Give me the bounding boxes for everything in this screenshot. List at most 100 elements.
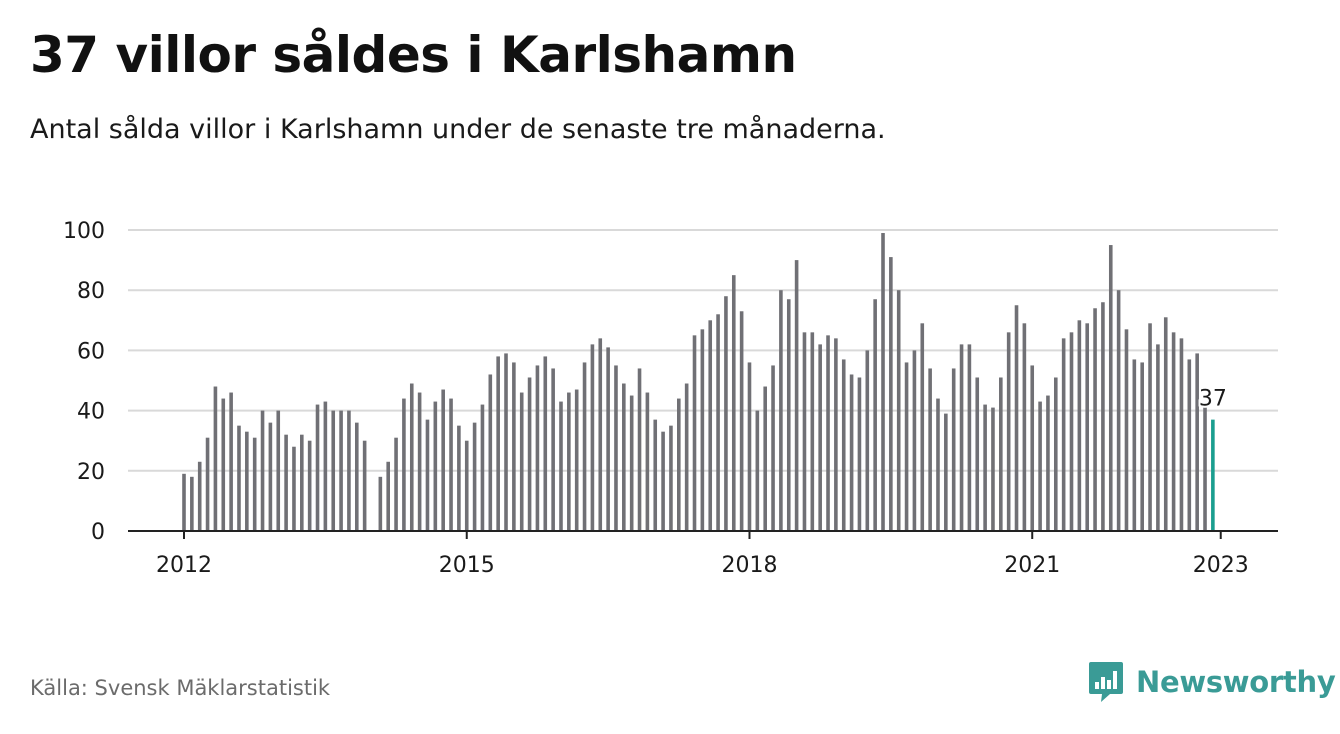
bar xyxy=(731,275,736,531)
bar xyxy=(716,314,720,531)
bar xyxy=(920,323,925,531)
bar xyxy=(857,377,862,531)
bar xyxy=(354,422,359,531)
bar xyxy=(551,368,555,531)
bar xyxy=(582,362,587,531)
bar xyxy=(213,386,218,531)
bar xyxy=(1124,329,1129,531)
bar xyxy=(936,398,940,531)
bar xyxy=(818,344,822,531)
y-tick-label: 40 xyxy=(77,400,105,425)
x-tick-label: 2023 xyxy=(1193,553,1249,578)
bar xyxy=(1156,344,1160,531)
bar xyxy=(307,440,312,531)
bar xyxy=(1077,320,1082,531)
bar xyxy=(692,335,697,531)
bar xyxy=(1187,359,1192,531)
bar xyxy=(457,425,461,531)
bar xyxy=(543,356,548,531)
bar xyxy=(378,476,383,531)
bar xyxy=(527,377,532,531)
bar xyxy=(315,404,320,531)
bar xyxy=(567,392,571,531)
bar xyxy=(205,437,210,531)
bar xyxy=(252,437,257,531)
highlight-value-label: 37 xyxy=(1199,387,1227,412)
bar xyxy=(669,425,673,531)
bar xyxy=(284,434,288,531)
brand-name: Newsworthy xyxy=(1136,665,1336,699)
bar xyxy=(653,419,658,531)
bar xyxy=(229,392,233,531)
bar xyxy=(590,344,595,531)
bar xyxy=(928,368,932,531)
bar xyxy=(386,461,390,531)
bar xyxy=(1179,338,1184,531)
bar xyxy=(496,356,500,531)
bar xyxy=(472,422,477,531)
bar xyxy=(959,344,964,531)
bar xyxy=(810,332,815,531)
bar xyxy=(1030,365,1035,531)
bar xyxy=(1163,317,1168,531)
bar xyxy=(197,461,202,531)
bar xyxy=(433,401,438,531)
bar xyxy=(1148,323,1152,531)
x-tick-label: 2012 xyxy=(156,553,212,578)
bar xyxy=(786,299,791,531)
bar xyxy=(1006,332,1011,531)
bar xyxy=(1140,362,1144,531)
bar xyxy=(1203,407,1207,531)
bar xyxy=(1014,305,1019,531)
y-tick-label: 60 xyxy=(77,339,105,364)
bar xyxy=(912,350,917,531)
bar xyxy=(606,347,610,531)
bar xyxy=(268,422,273,531)
bar xyxy=(881,233,885,531)
bar xyxy=(339,410,343,531)
bar xyxy=(991,407,995,531)
bar xyxy=(276,410,281,531)
axes: 0 20 40 60 80 100 2012 2015 2018 2021 2023 37 xyxy=(63,219,1278,578)
bar xyxy=(826,335,830,531)
bars xyxy=(182,233,1215,532)
bar xyxy=(292,446,296,531)
bar xyxy=(802,332,807,531)
bar xyxy=(763,386,767,531)
bar xyxy=(449,398,453,531)
bar xyxy=(983,404,987,531)
bar xyxy=(598,338,603,531)
bar xyxy=(1116,290,1121,531)
y-tick-label: 100 xyxy=(63,219,105,244)
bar xyxy=(1108,245,1113,532)
bar xyxy=(260,410,265,531)
bar xyxy=(559,401,563,531)
bar xyxy=(190,476,194,531)
bar xyxy=(755,410,760,531)
bar xyxy=(331,410,336,531)
bar xyxy=(999,377,1003,531)
bar xyxy=(975,377,980,531)
bar xyxy=(622,383,626,531)
bar xyxy=(402,398,406,531)
x-tick-label: 2018 xyxy=(721,553,777,578)
bar xyxy=(614,365,618,531)
y-tick-label: 0 xyxy=(91,520,105,545)
bar xyxy=(480,404,485,531)
bar xyxy=(739,311,744,531)
bar xyxy=(1171,332,1176,531)
bar xyxy=(1132,359,1137,531)
bar xyxy=(221,398,226,531)
chart-title: 37 villor såldes i Karlshamn xyxy=(30,26,797,84)
bar xyxy=(794,260,799,531)
bar xyxy=(904,362,909,531)
bar xyxy=(967,344,972,531)
bar xyxy=(629,395,634,531)
bar xyxy=(677,398,681,531)
y-tick-label: 20 xyxy=(77,460,105,485)
x-tick-label: 2015 xyxy=(439,553,495,578)
brand-logo: Newsworthy xyxy=(1088,660,1336,704)
bar xyxy=(873,299,877,531)
bar xyxy=(245,431,249,531)
bar xyxy=(417,392,422,531)
